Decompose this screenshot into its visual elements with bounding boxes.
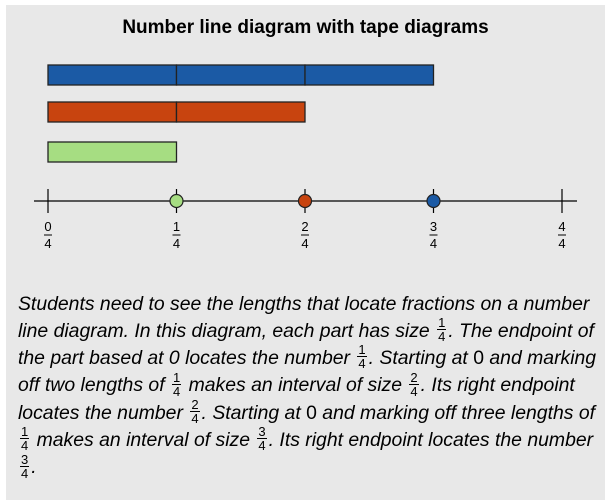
caption-segment: Students need to see the lengths that lo… (18, 293, 590, 342)
tape-part-blue (304, 64, 435, 86)
number-line-diagram: 0 4 1 4 2 4 3 4 4 4 (34, 64, 577, 251)
caption-segment: makes an interval of size (188, 374, 403, 397)
tick-label-denominator: 4 (44, 236, 51, 251)
number-line-point-green (169, 193, 184, 209)
tape-part-blue (175, 64, 306, 86)
number-line-point-orange (297, 193, 313, 209)
tick-label-numerator: 1 (173, 219, 180, 234)
tick-label-numerator: 0 (44, 219, 51, 234)
caption-segment: makes an interval of size (36, 429, 251, 452)
caption-segment: . Its right endpoint locates the number (18, 374, 575, 424)
tick-label-denominator: 4 (430, 236, 437, 251)
caption-zero: 0 (473, 346, 484, 369)
number-line: 0 4 1 4 2 4 3 4 4 4 (34, 189, 577, 251)
caption-segment: and marking off two lengths of (18, 346, 597, 397)
tick-label-numerator: 3 (430, 219, 437, 234)
caption-segment: . (31, 456, 37, 479)
tape-part-orange (47, 101, 178, 123)
tick-label-numerator: 4 (558, 219, 565, 234)
caption-segment: . Starting at (201, 401, 301, 424)
tick-label-denominator: 4 (558, 236, 565, 251)
caption-segment: and marking off three lengths of (322, 401, 596, 424)
caption-text: Students need to see the lengths that lo… (18, 291, 598, 482)
number-line-point-blue (426, 193, 441, 209)
tick-label-denominator: 4 (301, 236, 308, 251)
tape-diagrams (47, 64, 435, 163)
tick-label-denominator: 4 (173, 236, 180, 251)
caption-segment: . The endpoint of the part based at 0 lo… (18, 319, 594, 369)
tape-part-blue (47, 64, 178, 86)
diagram-panel: Number line diagram with tape diagrams 0… (6, 5, 605, 500)
tick-label-numerator: 2 (301, 219, 308, 234)
caption-segment: . Its right endpoint locates the number (268, 429, 594, 452)
caption-segment: . Starting at (368, 346, 468, 369)
tape-part-orange (175, 101, 306, 123)
diagram-title: Number line diagram with tape diagrams (122, 17, 489, 38)
caption-zero: 0 (306, 401, 317, 424)
tape-part-green (47, 141, 178, 163)
